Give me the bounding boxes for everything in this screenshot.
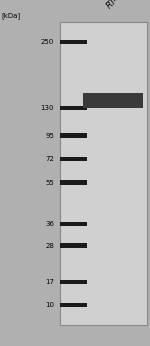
Bar (82, 96, 142, 105)
Bar (60, 303, 87, 308)
Bar (82, 99, 142, 104)
Text: 10: 10 (45, 302, 54, 308)
Bar (60, 222, 87, 227)
Bar (60, 181, 87, 185)
Text: 95: 95 (45, 133, 54, 139)
Text: 250: 250 (41, 39, 54, 45)
Text: 36: 36 (45, 221, 54, 227)
Text: RT-4: RT-4 (105, 0, 124, 10)
Text: 28: 28 (45, 243, 54, 249)
Bar (60, 280, 87, 284)
Bar (60, 106, 87, 110)
Bar (60, 244, 87, 248)
Text: 130: 130 (40, 105, 54, 111)
Bar (82, 96, 142, 102)
Bar (60, 134, 87, 138)
Text: 72: 72 (45, 156, 54, 162)
Text: 17: 17 (45, 279, 54, 285)
Bar (82, 93, 142, 108)
Text: 55: 55 (45, 180, 54, 186)
Bar (60, 40, 87, 44)
Bar (60, 22, 147, 325)
Bar (60, 157, 87, 161)
Text: [kDa]: [kDa] (2, 12, 21, 19)
